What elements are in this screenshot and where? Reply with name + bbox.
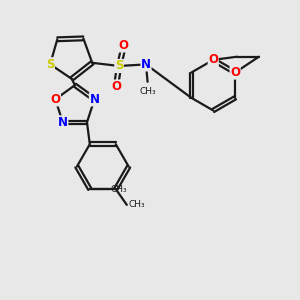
Text: CH₃: CH₃ — [128, 200, 145, 209]
Text: CH₃: CH₃ — [140, 86, 157, 95]
Text: S: S — [115, 59, 123, 73]
Text: O: O — [50, 93, 60, 106]
Text: S: S — [46, 58, 54, 71]
Text: O: O — [111, 80, 121, 93]
Text: CH₃: CH₃ — [110, 184, 127, 194]
Text: N: N — [141, 58, 151, 71]
Text: N: N — [89, 93, 99, 106]
Text: O: O — [119, 39, 129, 52]
Text: O: O — [208, 53, 218, 66]
Text: N: N — [58, 116, 68, 129]
Text: O: O — [230, 66, 240, 79]
